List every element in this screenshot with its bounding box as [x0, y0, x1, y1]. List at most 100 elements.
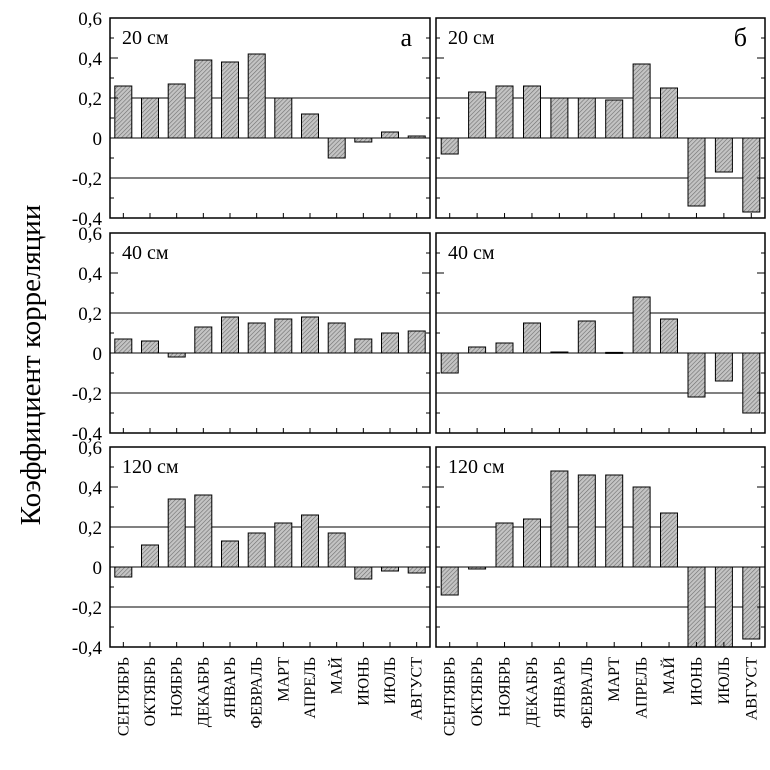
bar — [687, 137, 706, 207]
y-tick-label: 0,6 — [78, 438, 102, 459]
y-tick-label: 0,2 — [78, 304, 102, 325]
y-tick-label: -0,2 — [72, 169, 102, 190]
bar — [687, 566, 706, 648]
bar — [167, 498, 186, 568]
x-tick-label: АПРЕЛЬ — [634, 657, 651, 719]
bar — [327, 137, 346, 159]
x-tick-label: АВГУСТ — [409, 657, 426, 720]
y-tick-label: 0,6 — [78, 224, 102, 245]
depth-label: 120 см — [122, 456, 179, 478]
bar — [274, 318, 293, 354]
bar — [167, 83, 186, 139]
depth-label: 40 см — [122, 242, 169, 264]
bar — [327, 322, 346, 354]
x-tick-label: ИЮЛЬ — [716, 657, 733, 704]
bar — [742, 566, 761, 640]
bar — [714, 137, 733, 173]
bar — [742, 137, 761, 213]
bar — [523, 322, 541, 354]
bar — [114, 338, 133, 354]
y-tick-label: -0,4 — [72, 424, 103, 445]
bar — [577, 474, 596, 568]
x-tick-label: ЯНВАРЬ — [551, 657, 568, 719]
bar — [468, 91, 487, 139]
y-tick-label: 0,4 — [78, 478, 102, 499]
bar — [550, 97, 569, 139]
bar — [221, 316, 239, 354]
bar — [301, 316, 319, 354]
bar — [301, 514, 319, 568]
x-tick-label: ДЕКАБРЬ — [195, 657, 212, 727]
bar — [114, 85, 133, 139]
depth-label: 20 см — [448, 27, 495, 49]
bar — [247, 322, 266, 354]
bar — [660, 512, 678, 568]
x-tick-label: НОЯБРЬ — [169, 657, 186, 717]
bar — [274, 97, 293, 139]
panel-letter: б — [734, 23, 747, 52]
depth-label: 40 см — [448, 242, 495, 264]
bar — [194, 59, 213, 139]
bar — [632, 296, 651, 354]
bar — [632, 486, 651, 568]
x-tick-label: СЕНТЯБРЬ — [442, 657, 459, 736]
bar — [495, 522, 514, 568]
bar — [495, 85, 514, 139]
x-tick-label: ИЮЛЬ — [382, 657, 399, 704]
bar — [714, 566, 733, 648]
y-tick-label: 0,4 — [78, 49, 102, 70]
bar — [274, 522, 293, 568]
x-tick-label: ОКТЯБРЬ — [142, 657, 159, 726]
bar — [687, 352, 706, 398]
y-tick-label: -0,2 — [72, 384, 102, 405]
x-tick-label: ФЕВРАЛЬ — [249, 657, 266, 729]
bar — [354, 137, 373, 143]
x-tick-label: ОКТЯБРЬ — [469, 657, 486, 726]
bar — [194, 494, 213, 568]
bar — [468, 346, 487, 354]
bar — [660, 318, 678, 354]
bar — [114, 566, 133, 578]
bar — [440, 352, 459, 374]
bar — [523, 518, 541, 568]
bar — [381, 566, 399, 572]
bar — [714, 352, 733, 382]
bar — [407, 135, 426, 139]
bar — [550, 351, 569, 354]
x-tick-label: ИЮНЬ — [355, 657, 372, 706]
bar — [605, 474, 624, 568]
bar — [550, 470, 569, 568]
bar — [742, 352, 761, 414]
x-tick-label: АВГУСТ — [743, 657, 760, 720]
y-axis-title: Коэффициент корреляции — [15, 205, 47, 526]
bar — [660, 87, 678, 139]
x-tick-label: МАЙ — [659, 657, 678, 695]
bar — [605, 351, 624, 354]
bar — [141, 544, 159, 568]
bar — [194, 326, 213, 354]
bar — [468, 566, 487, 570]
bar — [440, 566, 459, 596]
x-tick-label: МАРТ — [606, 657, 623, 702]
bar — [354, 338, 373, 354]
bar — [407, 330, 426, 354]
x-tick-label: АПРЕЛЬ — [302, 657, 319, 719]
x-tick-label: ИЮНЬ — [689, 657, 706, 706]
bar — [381, 332, 399, 354]
x-tick-label: ДЕКАБРЬ — [524, 657, 541, 727]
y-tick-label: 0 — [93, 344, 103, 365]
depth-label: 120 см — [448, 456, 505, 478]
y-tick-label: 0 — [93, 558, 103, 579]
bar — [577, 320, 596, 354]
y-tick-label: 0,2 — [78, 518, 102, 539]
bar — [381, 131, 399, 139]
x-tick-label: ЯНВАРЬ — [222, 657, 239, 719]
bar — [407, 566, 426, 574]
bar — [523, 85, 541, 139]
y-tick-label: -0,2 — [72, 598, 102, 619]
bar — [327, 532, 346, 568]
y-tick-label: 0 — [93, 129, 103, 150]
bar — [354, 566, 373, 580]
x-tick-label: ФЕВРАЛЬ — [579, 657, 596, 729]
